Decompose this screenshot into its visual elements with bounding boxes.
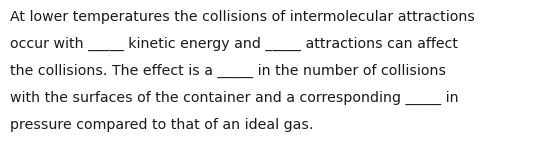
Text: pressure compared to that of an ideal gas.: pressure compared to that of an ideal ga… xyxy=(10,118,314,132)
Text: At lower temperatures the collisions of intermolecular attractions: At lower temperatures the collisions of … xyxy=(10,10,475,24)
Text: occur with _____ kinetic energy and _____ attractions can affect: occur with _____ kinetic energy and ____… xyxy=(10,37,458,51)
Text: with the surfaces of the container and a corresponding _____ in: with the surfaces of the container and a… xyxy=(10,91,459,105)
Text: the collisions. The effect is a _____ in the number of collisions: the collisions. The effect is a _____ in… xyxy=(10,64,446,78)
